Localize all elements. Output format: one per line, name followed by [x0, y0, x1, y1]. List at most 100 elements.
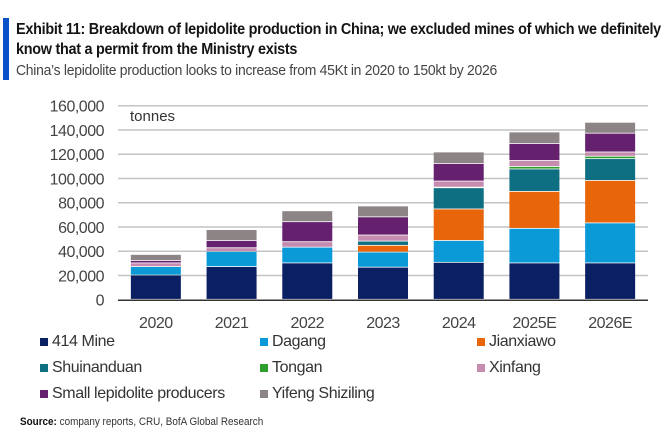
- legend-label: Shuinanduan: [52, 359, 142, 376]
- legend-item: Shuinanduan: [40, 359, 142, 377]
- x-tick-label: 2025E: [513, 315, 557, 330]
- bars: [118, 122, 648, 301]
- legend-swatch: [40, 364, 48, 372]
- y-tick-label: 40,000: [58, 244, 105, 261]
- legend-item: Tongan: [260, 359, 322, 377]
- bar-segment: [206, 229, 257, 241]
- bar-stack-2020: [130, 254, 181, 299]
- accent-bar: [3, 18, 9, 80]
- y-tick-label: 160,000: [50, 99, 105, 116]
- bar-stack-2021: [206, 229, 257, 299]
- bar-segment: [282, 263, 333, 299]
- x-tick-label: 2021: [215, 315, 249, 330]
- bar-segment: [585, 159, 636, 181]
- bar-segment: [358, 245, 408, 252]
- bar-segment: [358, 252, 408, 267]
- legend-item: 414 Mine: [40, 333, 115, 351]
- bar-stack-2024: [433, 152, 484, 299]
- bar-segment: [130, 254, 181, 261]
- bar-segment: [433, 188, 484, 209]
- bar-segment: [433, 262, 484, 299]
- bar-segment: [433, 152, 484, 164]
- bar-segment: [130, 260, 181, 263]
- bar-segment: [509, 160, 560, 167]
- bar-segment: [358, 267, 408, 299]
- legend-item: Xinfang: [477, 359, 541, 377]
- bar-segment: [433, 163, 484, 181]
- legend-item: Dagang: [260, 333, 326, 351]
- title-line-2: know that a permit from the Ministry exi…: [16, 41, 298, 58]
- x-tick-label: 2023: [366, 315, 400, 330]
- source-note: Source: company reports, CRU, BofA Globa…: [20, 416, 263, 428]
- legend-label: Jianxiawo: [489, 333, 556, 350]
- bar-segment: [585, 133, 636, 152]
- legend-label: Small lepidolite producers: [52, 385, 225, 402]
- y-tick-label: 100,000: [50, 171, 105, 188]
- bar-segment: [358, 206, 408, 217]
- unit-label: tonnes: [130, 108, 175, 125]
- legend-swatch: [477, 338, 485, 346]
- title-line-1: Exhibit 11: Breakdown of lepidolite prod…: [16, 21, 661, 38]
- bar-segment: [206, 251, 257, 267]
- bar-segment: [282, 242, 333, 247]
- bar-segment: [282, 222, 333, 242]
- y-tick-label: 80,000: [58, 196, 105, 213]
- exhibit-title: Exhibit 11: Breakdown of lepidolite prod…: [16, 20, 661, 60]
- y-tick-label: 0: [96, 293, 105, 310]
- x-tick-label: 2024: [442, 315, 476, 330]
- y-tick-label: 140,000: [50, 123, 105, 140]
- bar-segment: [433, 209, 484, 241]
- legend-item: Yifeng Shiziling: [260, 385, 375, 403]
- bar-segment: [130, 266, 181, 275]
- bar-segment: [130, 275, 181, 299]
- bar-segment: [282, 211, 333, 222]
- bar-segment: [585, 180, 636, 223]
- bar-segment: [585, 122, 636, 133]
- x-tick-label: 2026E: [588, 315, 632, 330]
- bar-segment: [585, 152, 636, 156]
- bar-segment: [358, 217, 408, 235]
- legend-label: Xinfang: [489, 359, 541, 376]
- legend-swatch: [40, 338, 48, 346]
- bar-segment: [509, 263, 560, 299]
- bar-segment: [282, 247, 333, 263]
- bar-segment: [358, 241, 408, 245]
- legend-swatch: [40, 390, 48, 398]
- y-tick-label: 60,000: [58, 220, 105, 237]
- legend-swatch: [260, 390, 268, 398]
- bar-segment: [585, 263, 636, 299]
- stacked-bar-chart: 0 20,000 40,000 60,000 80,000 100,000 120,000 1…: [50, 99, 648, 330]
- bar-segment: [509, 132, 560, 144]
- bar-segment: [585, 156, 636, 159]
- bar-stack-2025E: [509, 132, 560, 299]
- source-text: company reports, CRU, BofA Global Resear…: [56, 416, 264, 428]
- legend-item: Small lepidolite producers: [40, 385, 225, 403]
- legend-item: Jianxiawo: [477, 333, 556, 351]
- bar-segment: [433, 240, 484, 262]
- bar-segment: [509, 143, 560, 161]
- bar-segment: [433, 181, 484, 187]
- bar-segment: [206, 248, 257, 252]
- legend-swatch: [477, 364, 485, 372]
- bar-segment: [509, 166, 560, 169]
- legend-label: Yifeng Shiziling: [272, 385, 375, 402]
- y-tick-label: 120,000: [50, 147, 105, 164]
- bar-segment: [509, 191, 560, 228]
- source-label: Source:: [20, 416, 57, 428]
- x-axis-ticks: 2020 2021 2022 2023 2024 2025E 2026E: [139, 315, 632, 330]
- bar-segment: [130, 263, 181, 267]
- x-tick-label: 2020: [139, 315, 173, 330]
- bar-segment: [509, 228, 560, 263]
- bar-stack-2022: [282, 211, 333, 299]
- bar-segment: [509, 169, 560, 191]
- exhibit-subtitle: China’s lepidolite production looks to i…: [16, 62, 497, 79]
- legend-label: Tongan: [272, 359, 323, 376]
- legend-label: 414 Mine: [52, 333, 115, 350]
- legend-swatch: [260, 338, 268, 346]
- y-axis-ticks: 0 20,000 40,000 60,000 80,000 100,000 120,000 1…: [50, 99, 105, 310]
- x-tick-label: 2022: [290, 315, 324, 330]
- y-tick-label: 20,000: [58, 268, 105, 285]
- bar-stack-2023: [358, 206, 408, 299]
- bar-segment: [585, 223, 636, 263]
- legend-label: Dagang: [272, 333, 326, 350]
